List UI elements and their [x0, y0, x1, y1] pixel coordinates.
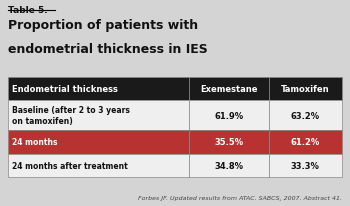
- FancyBboxPatch shape: [189, 130, 269, 154]
- FancyBboxPatch shape: [269, 130, 342, 154]
- FancyBboxPatch shape: [189, 154, 269, 177]
- Text: 63.2%: 63.2%: [290, 111, 320, 120]
- Text: Baseline (after 2 to 3 years
on tamoxifen): Baseline (after 2 to 3 years on tamoxife…: [13, 106, 130, 126]
- Text: 24 months: 24 months: [13, 138, 58, 147]
- FancyBboxPatch shape: [269, 154, 342, 177]
- FancyBboxPatch shape: [8, 154, 189, 177]
- Text: endometrial thickness in IES: endometrial thickness in IES: [8, 43, 208, 56]
- FancyBboxPatch shape: [269, 78, 342, 101]
- Text: Exemestane: Exemestane: [200, 85, 258, 94]
- FancyBboxPatch shape: [8, 78, 189, 101]
- FancyBboxPatch shape: [189, 78, 269, 101]
- Text: Forbes JF. Updated results from ATAC. SABCS, 2007. Abstract 41.: Forbes JF. Updated results from ATAC. SA…: [138, 194, 342, 200]
- Text: 33.3%: 33.3%: [291, 161, 320, 170]
- Text: Proportion of patients with: Proportion of patients with: [8, 19, 198, 32]
- Text: 35.5%: 35.5%: [214, 138, 243, 147]
- FancyBboxPatch shape: [8, 101, 189, 130]
- FancyBboxPatch shape: [269, 101, 342, 130]
- Text: Table 5.: Table 5.: [8, 6, 48, 15]
- FancyBboxPatch shape: [189, 101, 269, 130]
- Text: Endometrial thickness: Endometrial thickness: [13, 85, 118, 94]
- Text: 24 months after treatment: 24 months after treatment: [13, 161, 128, 170]
- Text: Tamoxifen: Tamoxifen: [281, 85, 329, 94]
- FancyBboxPatch shape: [8, 130, 189, 154]
- Text: 61.2%: 61.2%: [290, 138, 320, 147]
- Text: 34.8%: 34.8%: [214, 161, 243, 170]
- Text: 61.9%: 61.9%: [214, 111, 243, 120]
